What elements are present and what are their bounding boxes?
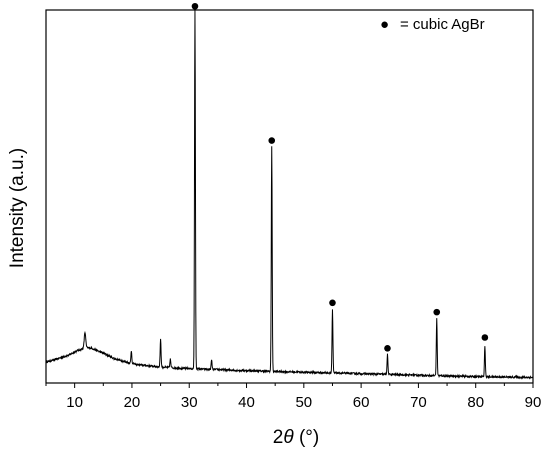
x-axis-label-prefix: 2 xyxy=(273,427,284,448)
agbr-peak-marker xyxy=(191,2,199,10)
agbr-peak-marker xyxy=(384,345,391,352)
y-axis-label: Intensity (a.u.) xyxy=(7,148,28,268)
legend-label: = cubic AgBr xyxy=(400,16,485,33)
x-tick-label: 30 xyxy=(181,394,198,411)
agbr-peak-marker xyxy=(481,334,489,341)
x-tick-label: 60 xyxy=(353,394,370,411)
plot-area xyxy=(45,2,534,380)
x-tick-label: 50 xyxy=(295,394,312,411)
x-axis-label-symbol: θ xyxy=(283,427,294,448)
xrd-pattern-line xyxy=(45,9,534,380)
x-tick-label: 10 xyxy=(66,394,83,411)
plot-frame xyxy=(45,9,534,384)
x-tick-label: 80 xyxy=(467,394,484,411)
agbr-peak-marker xyxy=(329,299,336,307)
x-axis-label-suffix: (°) xyxy=(294,427,320,448)
agbr-peak-marker xyxy=(433,308,441,316)
legend-marker: ● xyxy=(380,16,389,33)
x-axis-ticks: 10 20 30 40 50 60 70 80 90 xyxy=(45,383,542,411)
legend: ● = cubic AgBr xyxy=(380,16,485,33)
x-axis-label: 2θ (°) xyxy=(273,427,319,448)
x-tick-label: 90 xyxy=(525,394,542,411)
x-tick-label: 40 xyxy=(238,394,255,411)
x-tick-label: 70 xyxy=(410,394,427,411)
x-tick-label: 20 xyxy=(124,394,141,411)
agbr-peak-marker xyxy=(268,137,276,144)
